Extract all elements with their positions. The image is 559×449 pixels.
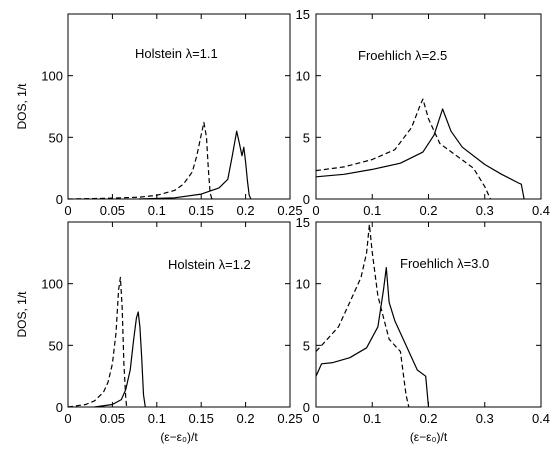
x-tick-label: 0.2	[237, 411, 255, 426]
panel-froehlich-3-0: 0 0.1 0.2 0.3 0.4 0 5 10 15 Froehlich λ=3.0 (ε−ε₀)…	[296, 215, 551, 444]
x-tick-label: 0.15	[189, 411, 214, 426]
x-axis-label: (ε−ε₀)/t	[160, 430, 198, 444]
plot-frame	[315, 221, 542, 408]
x-tick-label: 0.05	[100, 203, 125, 218]
panel-froehlich-2-5: 0 0.1 0.2 0.3 0.4 0 5 10 15 Froehlich λ=2.5	[296, 7, 551, 218]
x-tick-label: 0.1	[363, 411, 381, 426]
y-tick-label: 10	[296, 69, 310, 84]
y-tick-label: 15	[296, 215, 310, 230]
x-tick-label: 0.25	[277, 411, 302, 426]
x-tick-label: 0	[312, 411, 319, 426]
y-tick-label: 0	[303, 400, 310, 415]
y-axis-label: DOS, 1/t	[15, 83, 29, 130]
x-tick-label: 0.2	[237, 203, 255, 218]
panel-annotation: Holstein λ=1.2	[168, 257, 251, 272]
x-tick-label: 0.3	[476, 203, 494, 218]
x-tick-label: 0.4	[532, 411, 550, 426]
y-tick-label: 0	[56, 192, 63, 207]
y-tick-label: 100	[41, 69, 63, 84]
y-tick-label: 0	[303, 192, 310, 207]
series-solid-line	[138, 130, 252, 200]
y-tick-label: 0	[56, 400, 63, 415]
x-tick-label: 0.1	[148, 411, 166, 426]
y-tick-label: 50	[49, 130, 63, 145]
panel-annotation: Froehlich λ=3.0	[400, 256, 489, 271]
y-tick-label: 5	[303, 130, 310, 145]
series-solid-line	[315, 267, 430, 408]
y-tick-label: 15	[296, 7, 310, 22]
plot-frame	[315, 13, 542, 200]
plot-frame	[67, 221, 291, 408]
y-tick-label: 100	[41, 277, 63, 292]
x-tick-label: 0.2	[419, 411, 437, 426]
x-tick-label: 0.2	[419, 203, 437, 218]
series-dashed-line	[315, 98, 491, 200]
x-tick-label: 0.05	[100, 411, 125, 426]
x-tick-label: 0.4	[532, 203, 550, 218]
panel-annotation: Froehlich λ=2.5	[358, 48, 447, 63]
y-tick-label: 50	[49, 338, 63, 353]
x-tick-label: 0.25	[277, 203, 302, 218]
panel-holstein-1-2: 0 0.05 0.1 0.15 0.2 0.25 0 50 100 Holstein λ=1.2 D…	[15, 221, 303, 444]
x-tick-label: 0.15	[189, 203, 214, 218]
x-tick-label: 0.1	[148, 203, 166, 218]
series-solid-line	[315, 108, 525, 200]
y-axis-label: DOS, 1/t	[15, 291, 29, 338]
y-tick-label: 5	[303, 338, 310, 353]
plot-frame	[67, 13, 291, 200]
y-tick-label: 10	[296, 277, 310, 292]
series-solid-line	[94, 311, 146, 408]
panel-annotation: Holstein λ=1.1	[135, 46, 218, 61]
x-tick-label: 0.3	[476, 411, 494, 426]
x-tick-label: 0	[64, 411, 71, 426]
x-axis-label: (ε−ε₀)/t	[410, 430, 448, 444]
panel-holstein-1-1: 0 0.05 0.1 0.15 0.2 0.25 0 50 100 Holstein λ=1.1 D…	[15, 13, 303, 218]
series-dashed-line	[67, 121, 213, 200]
x-tick-label: 0.1	[363, 203, 381, 218]
x-tick-label: 0	[312, 203, 319, 218]
x-tick-label: 0	[64, 203, 71, 218]
series-dashed-line	[315, 223, 410, 408]
series-dashed-line	[67, 276, 128, 408]
